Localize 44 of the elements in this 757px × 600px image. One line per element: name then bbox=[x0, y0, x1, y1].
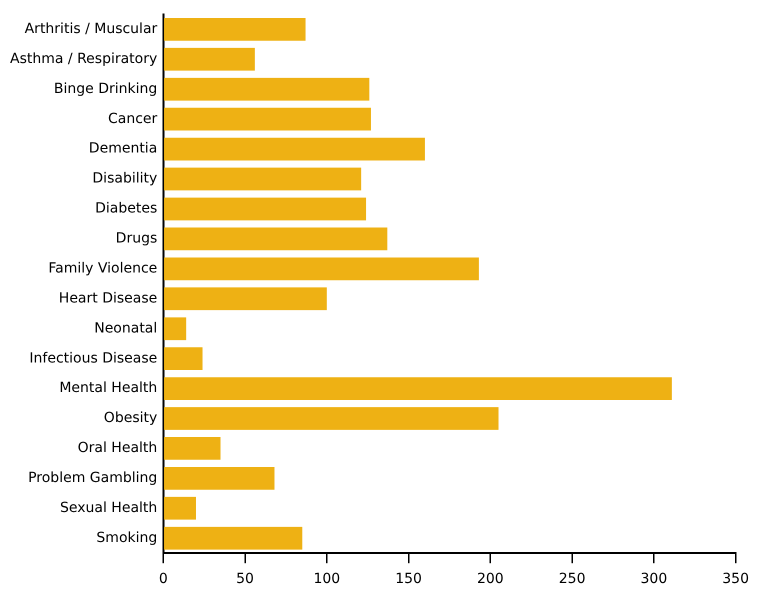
y-tick-label: Sexual Health bbox=[60, 500, 158, 516]
bar bbox=[164, 168, 362, 190]
y-tick-label: Diabetes bbox=[95, 200, 158, 217]
y-tick-label: Problem Gambling bbox=[28, 470, 158, 486]
x-tick-label: 100 bbox=[313, 571, 340, 588]
y-tick-label: Dementia bbox=[88, 140, 158, 157]
bar bbox=[164, 138, 425, 160]
bar bbox=[164, 108, 371, 131]
bar bbox=[164, 317, 186, 340]
y-tick-label: Binge Drinking bbox=[54, 80, 158, 97]
bar bbox=[164, 466, 274, 490]
x-tick-label: 350 bbox=[722, 571, 750, 588]
bar bbox=[164, 228, 388, 250]
y-tick-label: Neonatal bbox=[94, 320, 158, 336]
bar bbox=[164, 198, 366, 220]
bar bbox=[164, 407, 499, 430]
bar bbox=[164, 347, 203, 370]
bar bbox=[164, 257, 479, 280]
bar bbox=[164, 48, 255, 71]
y-tick-label: Asthma / Respiratory bbox=[10, 50, 158, 67]
y-tick-label: Smoking bbox=[96, 530, 158, 546]
x-tick-label: 300 bbox=[640, 571, 668, 588]
bar bbox=[164, 78, 370, 101]
bar bbox=[164, 496, 196, 520]
x-tick-label: 0 bbox=[158, 571, 168, 588]
y-tick-label: Oral Health bbox=[78, 440, 158, 456]
x-tick-label: 250 bbox=[558, 571, 586, 588]
bar bbox=[164, 18, 306, 41]
bar bbox=[164, 377, 672, 400]
y-tick-label: Heart Disease bbox=[58, 290, 158, 306]
bar bbox=[164, 287, 327, 310]
bar bbox=[164, 437, 221, 460]
y-tick-label: Family Violence bbox=[48, 260, 158, 276]
bar bbox=[164, 526, 302, 550]
y-tick-label: Infectious Disease bbox=[29, 350, 158, 366]
y-tick-label: Cancer bbox=[108, 110, 158, 127]
y-tick-label: Mental Health bbox=[59, 380, 158, 396]
x-tick-label: 200 bbox=[476, 571, 504, 588]
y-tick-label: Arthritis / Muscular bbox=[24, 21, 158, 38]
y-tick-label: Disability bbox=[92, 170, 158, 187]
y-tick-label: Obesity bbox=[104, 410, 158, 426]
x-tick-label: 50 bbox=[236, 571, 254, 588]
x-tick-label: 150 bbox=[395, 571, 422, 588]
y-tick-label: Drugs bbox=[116, 230, 158, 247]
